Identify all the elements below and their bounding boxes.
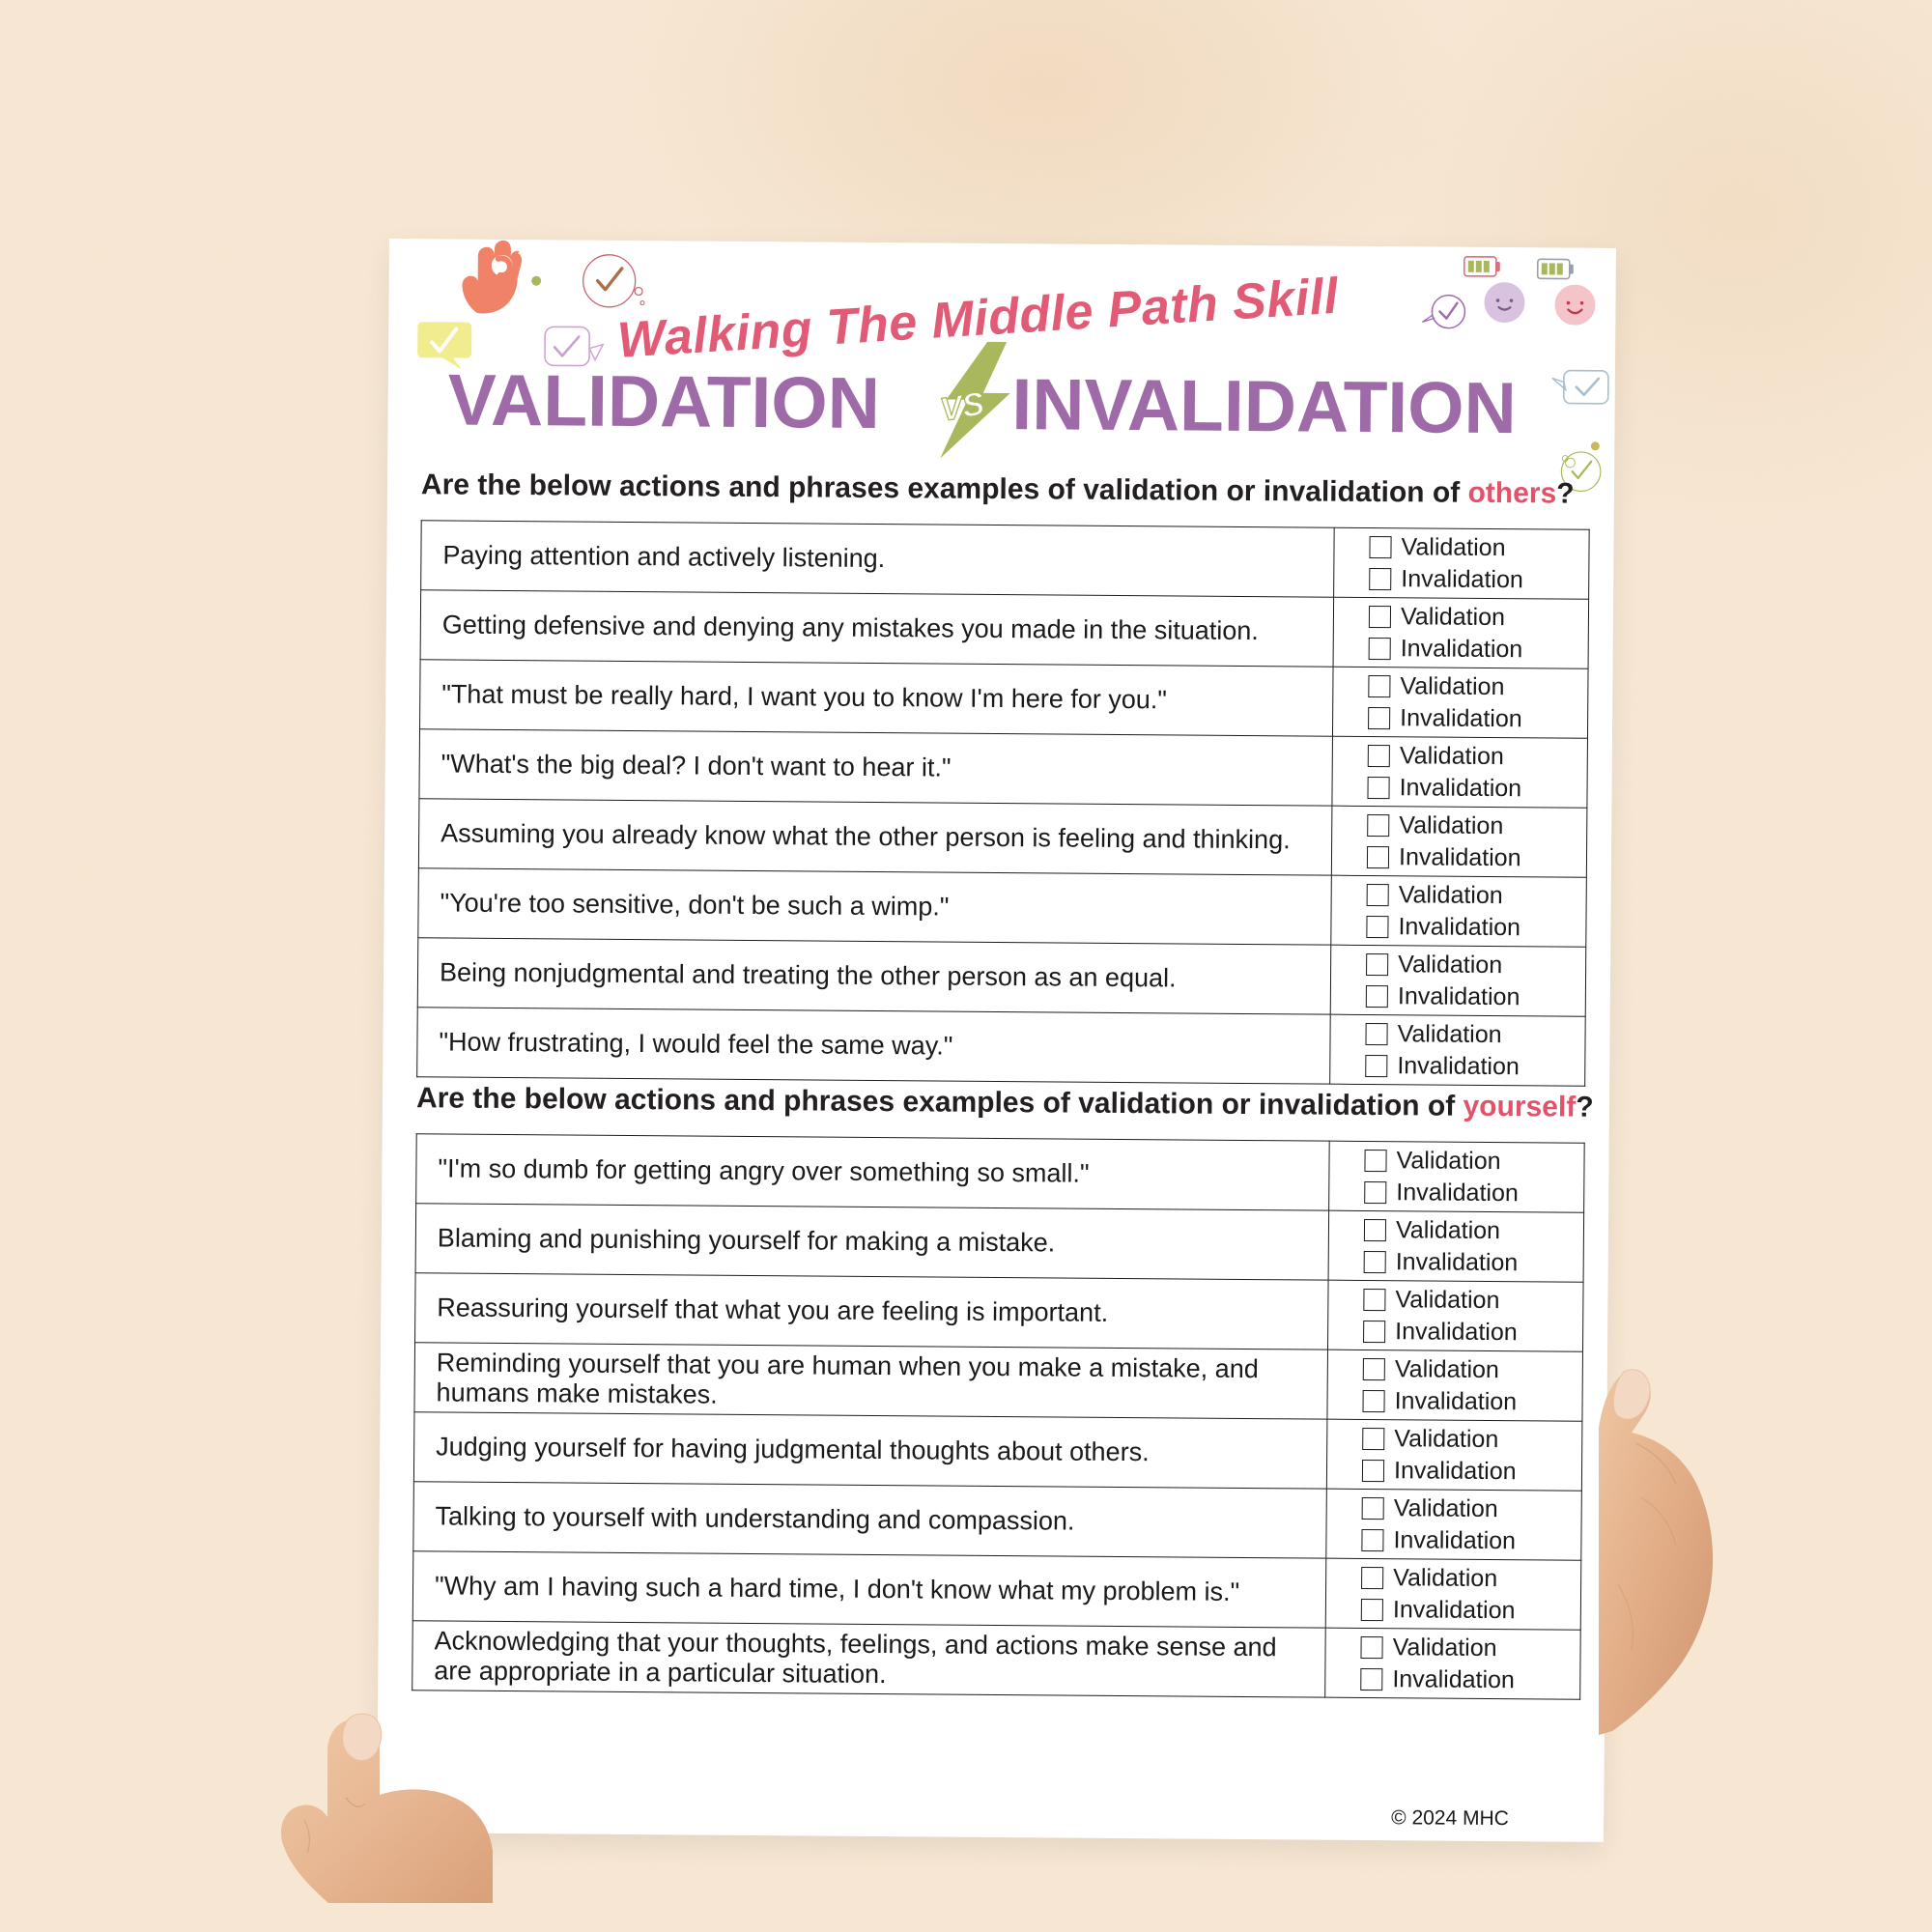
svg-text:VS: VS bbox=[938, 385, 987, 429]
